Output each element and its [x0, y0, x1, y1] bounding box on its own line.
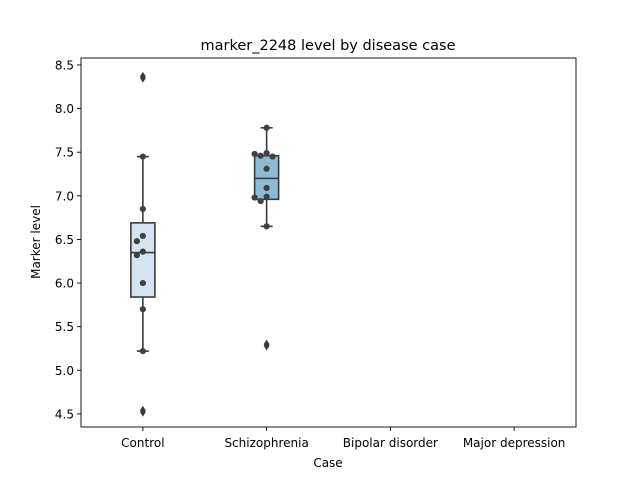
data-point	[133, 252, 140, 259]
box-iqr	[253, 154, 280, 201]
outlier-marker	[263, 341, 270, 351]
x-tick-label: Bipolar disorder	[343, 436, 438, 450]
y-tick-label: 7.5	[55, 146, 74, 160]
outlier-marker	[139, 73, 146, 83]
data-point	[139, 232, 146, 240]
y-axis-label: Marker level	[29, 205, 43, 279]
data-point	[139, 153, 146, 160]
outlier-marker	[139, 407, 146, 417]
y-tick-label: 6.5	[55, 233, 74, 247]
box-schizophrenia	[251, 124, 280, 351]
x-tick-label: Schizophrenia	[224, 436, 308, 450]
plot-area	[80, 57, 577, 428]
data-point	[251, 194, 258, 201]
data-point	[139, 205, 146, 213]
x-axis-label: Case	[313, 456, 342, 470]
data-point	[139, 348, 146, 355]
data-point	[263, 124, 270, 131]
data-point	[257, 197, 264, 205]
x-axis: Control Schizophrenia Bipolar disorder Majo…	[121, 427, 565, 450]
y-tick-label: 8.0	[55, 102, 74, 116]
data-point	[263, 184, 270, 192]
data-point	[257, 152, 264, 159]
data-point	[133, 238, 140, 245]
y-tick-label: 7.0	[55, 189, 74, 203]
data-point	[251, 150, 258, 158]
data-point	[139, 279, 146, 287]
box-control	[130, 71, 156, 417]
data-point	[263, 223, 270, 230]
chart-title: marker_2248 level by disease case	[201, 38, 456, 54]
data-point	[139, 306, 146, 313]
data-point	[269, 153, 276, 160]
data-point	[263, 193, 270, 200]
x-tick-label: Major depression	[463, 436, 566, 450]
x-tick-label: Control	[121, 436, 164, 450]
data-point	[263, 165, 270, 172]
y-tick-label: 8.5	[55, 58, 74, 72]
data-point	[263, 149, 270, 157]
boxes-layer	[130, 71, 280, 417]
y-tick-label: 4.5	[55, 407, 74, 421]
y-tick-label: 5.5	[55, 320, 74, 334]
data-point	[139, 248, 146, 255]
y-tick-label: 6.0	[55, 277, 74, 291]
y-tick-label: 5.0	[55, 364, 74, 378]
y-axis: 4.5 5.0 5.5 6.0 6.5 7.0 7.5 8.0 8.5	[55, 58, 81, 421]
